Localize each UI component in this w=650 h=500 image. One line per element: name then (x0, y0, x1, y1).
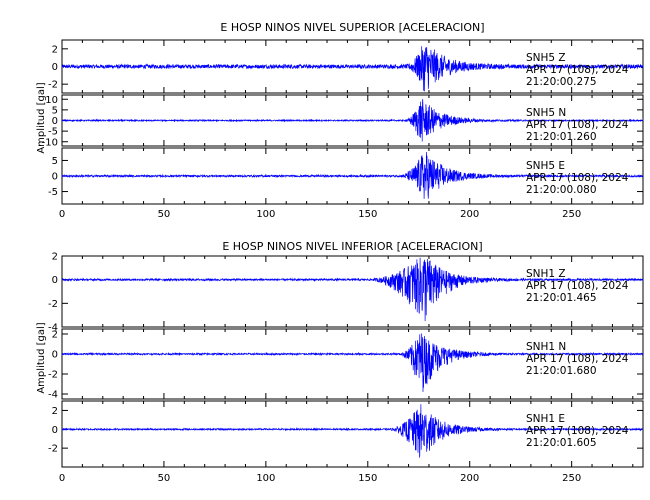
y-tick-label: 5 (52, 105, 58, 116)
y-tick-label: 0 (52, 172, 58, 183)
x-tick-label: 50 (158, 209, 171, 220)
waveform-series (61, 257, 644, 322)
x-tick-label: 250 (562, 209, 581, 220)
x-tick-label: 150 (358, 473, 377, 484)
station-component-label: SNH5 N (526, 107, 566, 119)
panel-frame (61, 400, 644, 468)
trace-date: APR 17 (108), 2024 (526, 64, 629, 76)
station-component-label: SNH1 E (526, 413, 565, 425)
trace-date: APR 17 (108), 2024 (526, 280, 629, 292)
y-tick-label: 0 (52, 350, 58, 361)
y-tick-label: 0 (52, 62, 58, 73)
chart-title: E HOSP NINOS NIVEL INFERIOR [ACELERACION… (222, 240, 482, 253)
panel-frame (61, 328, 644, 400)
y-axis-label: Amplitud [gal] (36, 82, 47, 153)
waveform-series (61, 151, 644, 199)
x-tick-label: 0 (59, 473, 65, 484)
station-component-label: SNH1 Z (526, 268, 566, 280)
trace-start-time: 21:20:01.260 (526, 131, 597, 143)
y-tick-label: 5 (52, 156, 58, 167)
x-tick-label: 50 (158, 473, 171, 484)
trace-date: APR 17 (108), 2024 (526, 172, 629, 184)
x-tick-label: 100 (256, 473, 275, 484)
x-tick-label: 0 (59, 209, 65, 220)
y-tick-label: -4 (48, 323, 58, 334)
chart-group-1: E HOSP NINOS NIVEL SUPERIOR [ACELERACION… (36, 21, 644, 220)
trace-start-time: 21:20:01.465 (526, 292, 597, 304)
station-component-label: SNH5 E (526, 160, 565, 172)
x-tick-label: 200 (460, 209, 479, 220)
y-tick-label: -10 (42, 137, 58, 148)
station-component-label: SNH5 Z (526, 52, 566, 64)
chart-group-2: E HOSP NINOS NIVEL INFERIOR [ACELERACION… (36, 240, 644, 484)
y-tick-label: -2 (48, 80, 58, 91)
y-tick-label: -2 (48, 370, 58, 381)
trace-date: APR 17 (108), 2024 (526, 119, 629, 131)
y-tick-label: 2 (52, 406, 58, 417)
waveform-series (61, 333, 644, 392)
trace-start-time: 21:20:01.680 (526, 365, 597, 377)
trace-start-time: 21:20:00.080 (526, 184, 597, 196)
x-tick-label: 200 (460, 473, 479, 484)
y-tick-label: -5 (48, 187, 58, 198)
y-tick-label: -5 (48, 127, 58, 138)
x-tick-label: 250 (562, 473, 581, 484)
x-tick-label: 100 (256, 209, 275, 220)
station-component-label: SNH1 N (526, 341, 566, 353)
y-tick-label: 2 (52, 330, 58, 341)
y-tick-label: 2 (52, 252, 58, 263)
y-tick-label: 10 (45, 95, 58, 106)
trace-date: APR 17 (108), 2024 (526, 425, 629, 437)
waveform-series (61, 99, 644, 142)
y-tick-label: -4 (48, 390, 58, 401)
y-tick-label: -2 (48, 444, 58, 455)
y-tick-label: 0 (52, 116, 58, 127)
waveform-series (61, 46, 644, 92)
y-tick-label: -2 (48, 299, 58, 310)
panel-frame (61, 255, 644, 328)
trace-date: APR 17 (108), 2024 (526, 353, 629, 365)
y-tick-label: 2 (52, 44, 58, 55)
waveform-series (61, 404, 644, 458)
trace-start-time: 21:20:00.275 (526, 76, 597, 88)
x-tick-label: 150 (358, 209, 377, 220)
trace-start-time: 21:20:01.605 (526, 437, 597, 449)
y-tick-label: 0 (52, 275, 58, 286)
y-axis-label: Amplitud [gal] (36, 322, 47, 393)
chart-title: E HOSP NINOS NIVEL SUPERIOR [ACELERACION… (220, 21, 484, 34)
y-tick-label: 0 (52, 425, 58, 436)
